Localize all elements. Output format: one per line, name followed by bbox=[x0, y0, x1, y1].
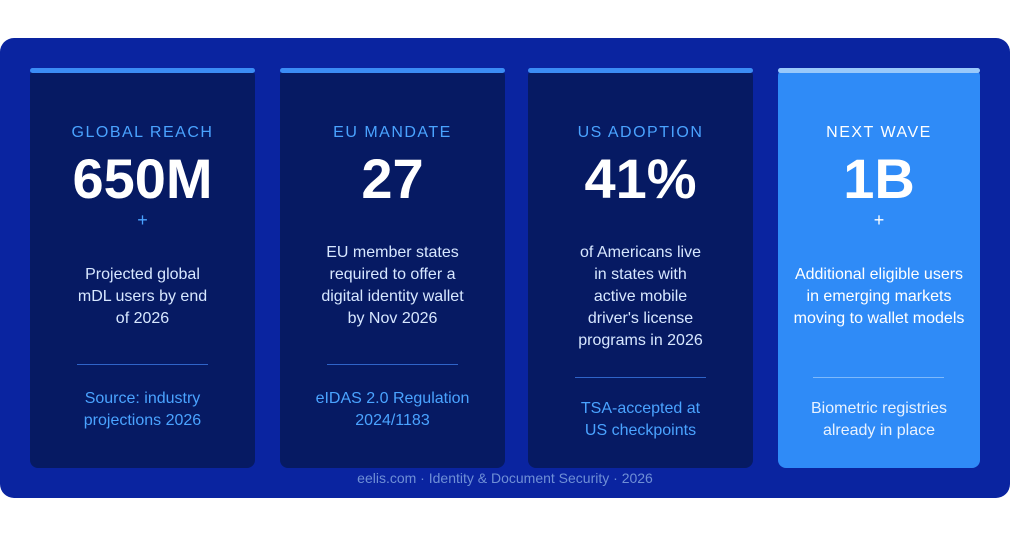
card-description: of Americans live in states with active … bbox=[578, 244, 703, 349]
card-source: TSA-accepted at US checkpoints bbox=[580, 400, 701, 439]
card-value: 27 bbox=[361, 147, 424, 210]
plus-icon: + bbox=[137, 210, 148, 230]
card-divider bbox=[575, 377, 706, 378]
card-label: US ADOPTION bbox=[577, 124, 704, 141]
card-accent-bar bbox=[778, 68, 980, 73]
card-label: EU MANDATE bbox=[333, 124, 452, 141]
stat-card-us-adoption: US ADOPTION 41% of Americans live in sta… bbox=[528, 68, 753, 468]
stat-card-eu-mandate: EU MANDATE 27 EU member states required … bbox=[280, 68, 505, 468]
card-divider bbox=[327, 364, 458, 365]
card-value: 1B bbox=[843, 147, 915, 210]
card-value: 650M bbox=[72, 147, 213, 210]
card-accent-bar bbox=[30, 68, 255, 73]
card-accent-bar bbox=[528, 68, 753, 73]
card-label: GLOBAL REACH bbox=[71, 124, 214, 141]
card-description: Projected global mDL users by end of 202… bbox=[77, 266, 208, 327]
card-label: NEXT WAVE bbox=[826, 124, 932, 141]
stat-card-next-wave: NEXT WAVE 1B + Additional eligible users… bbox=[778, 68, 980, 468]
card-description: EU member states required to offer a dig… bbox=[321, 244, 464, 327]
card-divider bbox=[813, 377, 944, 378]
card-description: Additional eligible users in emerging ma… bbox=[793, 266, 965, 327]
stat-card-global-reach: GLOBAL REACH 650M + Projected global mDL… bbox=[30, 68, 255, 468]
plus-icon: + bbox=[873, 210, 885, 230]
card-source: Biometric registries already in place bbox=[810, 400, 948, 439]
card-accent-bar bbox=[280, 68, 505, 73]
card-divider bbox=[77, 364, 208, 365]
card-source: eIDAS 2.0 Regulation 2024/1183 bbox=[315, 390, 470, 429]
footer-credit: eelis.com · Identity & Document Security… bbox=[357, 470, 653, 486]
card-value: 41% bbox=[584, 147, 697, 210]
card-source: Source: industry projections 2026 bbox=[83, 390, 202, 429]
